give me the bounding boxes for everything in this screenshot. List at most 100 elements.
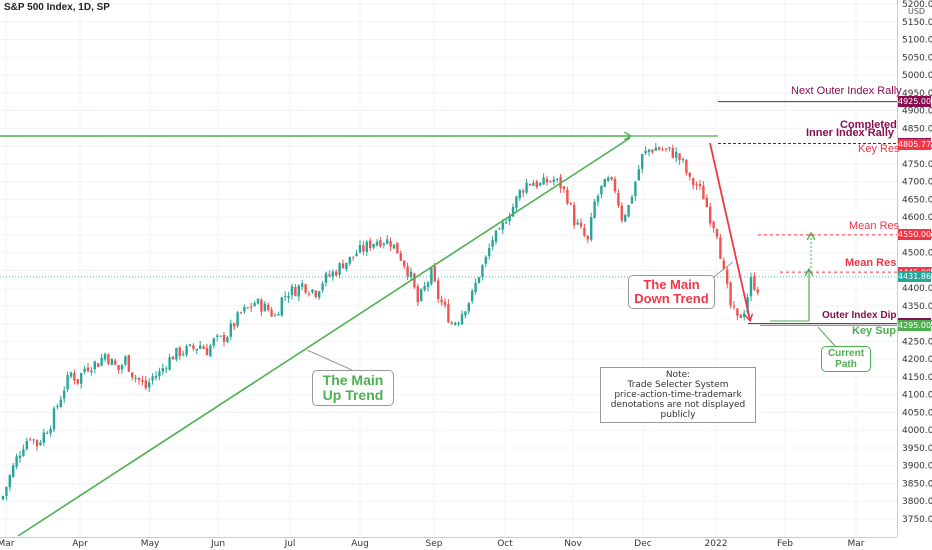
candle-body (171, 357, 175, 360)
price-tick-label: 3800.00 (902, 497, 932, 507)
candle-body (488, 248, 491, 257)
candle-body (719, 237, 722, 259)
candle-body (144, 380, 147, 389)
candle-body (355, 253, 358, 257)
key-sup-label: Key Sup (852, 325, 897, 337)
candle-body (345, 262, 348, 270)
candle-body (222, 334, 226, 342)
candle-body (566, 189, 569, 204)
candle-body (569, 203, 572, 205)
candle-body (178, 347, 181, 357)
candle-body (46, 433, 49, 435)
candles (1, 142, 759, 501)
price-tick-label: 4500.00 (902, 249, 932, 259)
candle-body (586, 235, 589, 240)
candle-body (508, 216, 511, 222)
candle-body (358, 244, 362, 253)
price-tick-label: 4100.00 (902, 391, 932, 401)
candle-body (749, 277, 753, 297)
candle-body (59, 399, 62, 408)
current-path-line-2: Path (835, 359, 857, 370)
candle-body (736, 308, 739, 316)
chart-title: S&P 500 Index, 1D, SP (4, 2, 110, 13)
candle-body (379, 240, 382, 247)
candle-body (562, 186, 566, 190)
candle-body (603, 179, 606, 187)
main-down-trend-line-2: Down Trend (634, 291, 709, 306)
completed-label-1: Completed (840, 119, 897, 131)
time-tick-label: Jun (210, 539, 225, 549)
price-tick-label: 5100.00 (902, 36, 932, 46)
current-path-pointer (817, 326, 836, 347)
candle-body (474, 282, 477, 293)
next-outer-rally-label: Next Outer Index Rally (791, 85, 902, 97)
candle-body (515, 196, 518, 209)
price-tick-label: 5200.00 (902, 0, 932, 10)
candle-body (277, 314, 280, 316)
candle-body (297, 285, 300, 297)
candle-body (552, 179, 555, 182)
candle-body (583, 227, 586, 236)
time-tick-label: Dec (634, 539, 651, 549)
candle-body (460, 314, 464, 325)
candle-body (576, 222, 579, 225)
candle-body (437, 280, 440, 299)
candle-body (501, 222, 504, 230)
candle-body (617, 192, 620, 206)
candle-body (56, 406, 59, 408)
candle-body (545, 178, 549, 183)
candle-body (443, 301, 447, 306)
candle-body (471, 290, 474, 302)
main-up-trend-line (17, 137, 631, 537)
candle-body (270, 309, 273, 317)
candle-body (35, 439, 39, 447)
candle-body (216, 335, 219, 337)
candle-body (498, 228, 501, 230)
candle-body (73, 373, 76, 381)
candle-body (647, 149, 651, 152)
candle-body (32, 439, 35, 441)
price-tick-label: 5000.00 (902, 71, 932, 81)
time-tick-label: Feb (777, 539, 793, 549)
candle-body (256, 299, 260, 304)
candle-body (66, 375, 69, 390)
candle-body (392, 244, 396, 249)
candle-body (637, 169, 640, 181)
outer-index-dip-label: Outer Index Dip (822, 310, 897, 321)
candle-body (705, 197, 708, 207)
candle-body (651, 149, 654, 153)
candle-body (341, 263, 345, 269)
candle-body (219, 335, 222, 337)
price-tick-label: 4050.00 (902, 408, 932, 418)
candle-body (722, 260, 725, 269)
candle-body (467, 302, 470, 312)
candle-body (253, 302, 256, 307)
candle-body (450, 322, 453, 325)
candle-body (596, 195, 600, 202)
candle-body (42, 432, 45, 443)
candle-body (29, 439, 32, 441)
price-tick-label: 3850.00 (902, 479, 932, 489)
candle-body (671, 148, 674, 158)
candle-body (389, 241, 392, 247)
candle-body (290, 286, 294, 296)
note-line-1: Trade Selecter System (627, 380, 729, 390)
candle-body (97, 363, 100, 367)
candle-body (396, 242, 399, 254)
price-tick-label: 5150.00 (902, 18, 932, 28)
candle-body (477, 277, 481, 283)
candle-body (338, 263, 341, 275)
price-tick-label: 5050.00 (902, 53, 932, 63)
candle-body (120, 365, 124, 370)
candle-body (110, 359, 113, 366)
main-up-trend-line-1: The Main (322, 372, 384, 388)
candle-body (726, 269, 729, 284)
candle-body (685, 160, 688, 174)
time-tick-label: Oct (497, 539, 513, 549)
candle-body (243, 307, 246, 312)
candle-body (481, 265, 484, 277)
candle-body (69, 372, 73, 377)
candle-body (573, 205, 576, 226)
candle-body (18, 455, 22, 459)
